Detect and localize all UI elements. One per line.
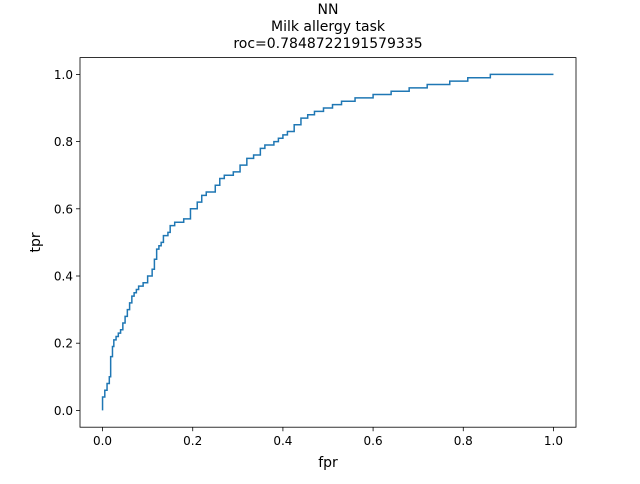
- plot-area-frame: [79, 57, 577, 428]
- y-axis-label: tpr: [28, 232, 44, 252]
- y-tick-label: 0.8: [54, 135, 73, 149]
- x-tick-label: 1.0: [544, 434, 563, 448]
- y-tick-label: 0.0: [54, 404, 73, 418]
- x-tick-label: 0.0: [93, 434, 112, 448]
- chart-title-line-3: roc=0.7848722191579335: [233, 36, 422, 52]
- y-tick-label: 0.6: [54, 202, 73, 216]
- x-tick-label: 0.2: [183, 434, 202, 448]
- x-tick-label: 0.4: [273, 434, 292, 448]
- y-tick-label: 0.2: [54, 337, 73, 351]
- chart-title-line-2: Milk allergy task: [271, 19, 386, 35]
- x-axis-ticks: 0.0 0.2 0.4 0.6 0.8 1.0: [93, 427, 563, 448]
- chart-title-line-1: NN: [318, 2, 339, 18]
- y-tick-label: 1.0: [54, 68, 73, 82]
- roc-curve-line: [101, 73, 554, 411]
- y-axis-ticks: 0.0 0.2 0.4 0.6 0.8 1.0: [54, 68, 80, 418]
- x-tick-label: 0.6: [364, 434, 383, 448]
- y-tick-label: 0.4: [54, 270, 73, 284]
- x-axis-label: fpr: [318, 455, 338, 471]
- x-tick-label: 0.8: [454, 434, 473, 448]
